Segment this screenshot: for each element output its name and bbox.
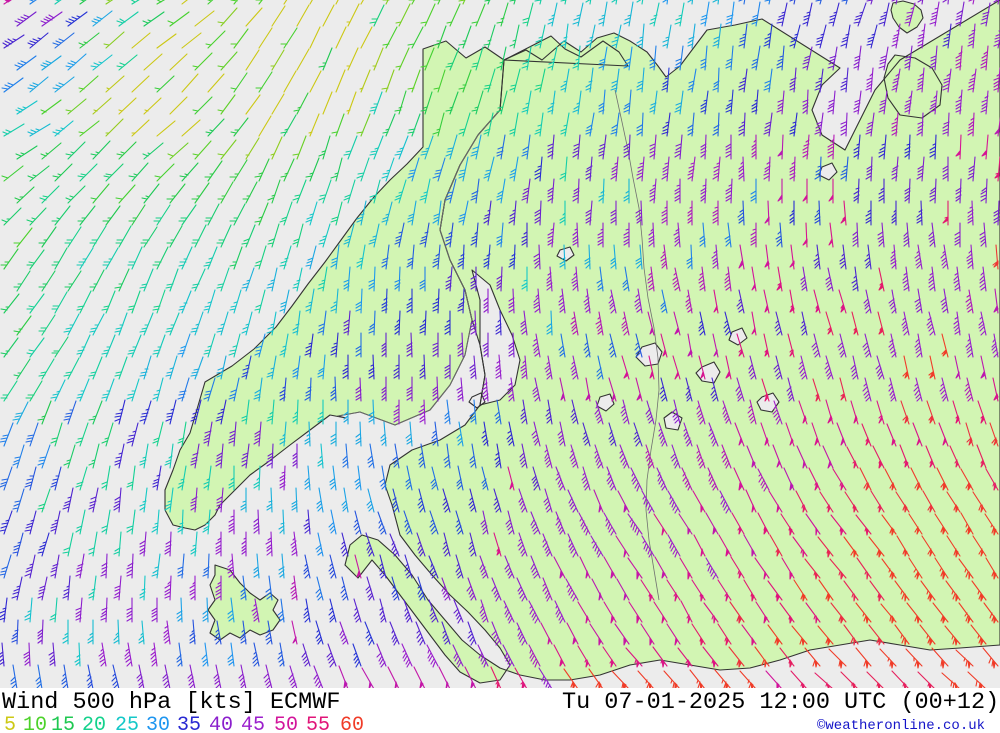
svg-text:5: 5 (4, 714, 16, 733)
svg-text:Tu 07-01-2025 12:00 UTC (00+12: Tu 07-01-2025 12:00 UTC (00+12) (562, 689, 999, 716)
svg-text:©weatheronline.co.uk: ©weatheronline.co.uk (817, 718, 985, 733)
svg-text:20: 20 (82, 714, 106, 733)
svg-text:15: 15 (51, 714, 75, 733)
svg-text:45: 45 (241, 714, 265, 733)
svg-text:60: 60 (340, 714, 364, 733)
svg-text:40: 40 (209, 714, 233, 733)
svg-text:10: 10 (23, 714, 47, 733)
svg-text:25: 25 (115, 714, 139, 733)
svg-text:35: 35 (177, 714, 201, 733)
svg-text:30: 30 (146, 714, 170, 733)
svg-text:50: 50 (274, 714, 298, 733)
svg-text:55: 55 (306, 714, 330, 733)
svg-text:Wind 500 hPa [kts] ECMWF: Wind 500 hPa [kts] ECMWF (2, 689, 340, 716)
